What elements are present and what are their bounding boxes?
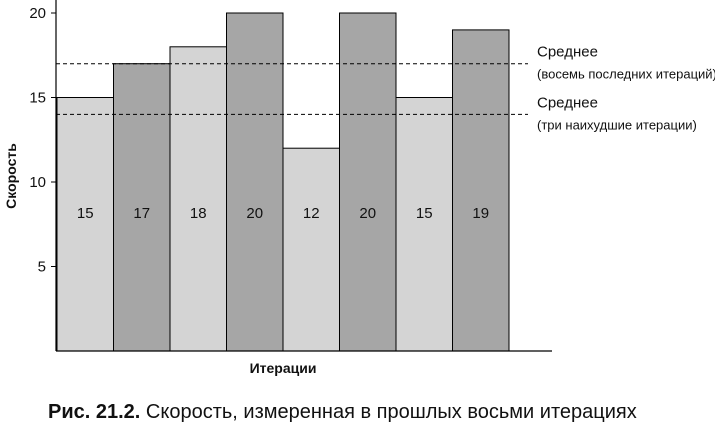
bar-5: [282, 147, 340, 352]
bar-7: [395, 97, 453, 352]
y-tick-label-10: 10: [29, 174, 46, 191]
bar-value-label-2: 17: [133, 205, 150, 222]
bar-1: [56, 97, 114, 352]
bar-value-label-1: 15: [77, 205, 94, 222]
annotations-group: Среднее (восемь последних итераций) Средне…: [537, 44, 715, 133]
bar-value-label-4: 20: [246, 205, 263, 222]
bar-8: [452, 29, 510, 352]
bar-value-label-7: 15: [416, 205, 433, 222]
x-axis-label: Итерации: [250, 360, 317, 376]
reference-lines-group: [56, 63, 528, 115]
reference-line-subtitle-2: (три наихудшие итерации): [537, 117, 697, 132]
bar-3: [169, 46, 227, 352]
bars-group: [56, 12, 510, 352]
y-ticks-group: 5 10 15 20: [29, 5, 56, 276]
bar-4: [226, 12, 284, 352]
bar-value-label-5: 12: [303, 205, 320, 222]
bar-labels-group: 15 17 18 20 12 20 15 19: [77, 205, 489, 222]
y-tick-label-5: 5: [38, 259, 46, 276]
axes-group: [55, 0, 552, 352]
figure-caption-text: Скорость, измеренная в прошлых восьми ит…: [145, 401, 637, 423]
velocity-bar-chart: 15 17 18 20 12 20 15 19 5 10 15 20 Среднее (восемь …: [3, 0, 715, 376]
reference-line-title-2: Среднее: [537, 94, 598, 111]
y-axis-label: Скорость: [3, 143, 19, 209]
bar-value-label-6: 20: [359, 205, 376, 222]
bar-value-label-8: 19: [472, 205, 489, 222]
reference-line-title-1: Среднее: [537, 44, 598, 61]
y-tick-label-20: 20: [29, 5, 46, 22]
figure-caption: Рис. 21.2. Скорость, измеренная в прошлы…: [48, 401, 637, 424]
y-tick-label-15: 15: [29, 90, 46, 107]
figure-caption-number: Рис. 21.2.: [48, 401, 141, 423]
bar-value-label-3: 18: [190, 205, 207, 222]
reference-line-subtitle-1: (восемь последних итераций): [537, 67, 715, 82]
bar-6: [339, 12, 397, 352]
bar-2: [113, 63, 171, 352]
